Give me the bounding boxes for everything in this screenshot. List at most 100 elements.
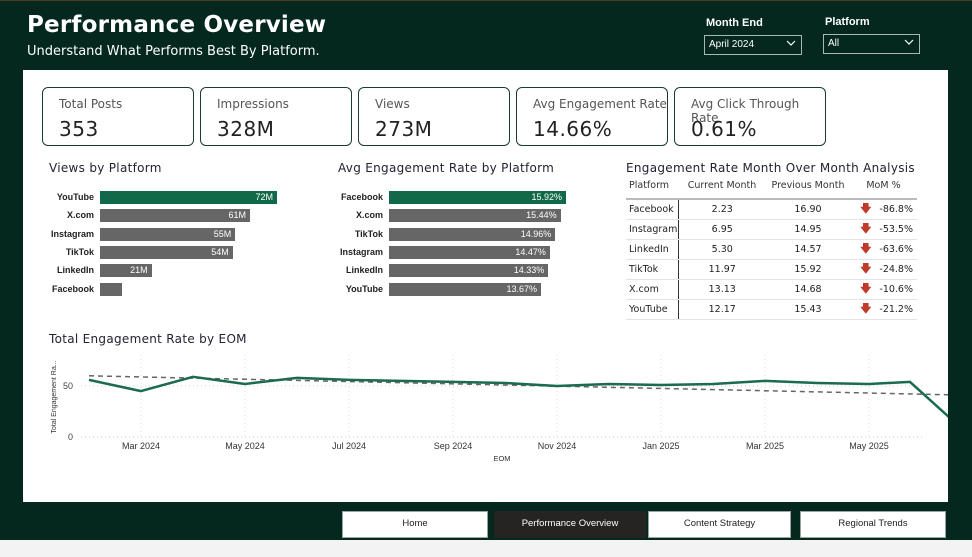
bar[interactable]: 72M: [100, 191, 277, 204]
engagement-line-chart: 0 50 Mar 2024 May 2024 Jul 2024 Sep 2024 Nov 2…: [51, 355, 948, 463]
x-tick-label: Jan 2025: [642, 441, 679, 451]
bar[interactable]: 14.47%: [389, 245, 550, 259]
bar-label: LinkedIn: [56, 265, 94, 276]
month-end-dropdown[interactable]: April 2024: [704, 35, 802, 55]
cell-platform: Facebook: [626, 199, 679, 220]
kpi-value: 353: [59, 117, 99, 141]
x-tick-label: May 2024: [225, 441, 265, 451]
bar[interactable]: [100, 282, 123, 296]
y-tick-label: 0: [68, 432, 73, 442]
y-tick-label: 50: [63, 381, 73, 391]
cell-platform: TikTok: [626, 259, 679, 280]
cell-mom: 🡇 -86.8%: [850, 199, 917, 220]
chevron-down-icon: [786, 40, 796, 46]
page-title: Performance Overview: [27, 12, 327, 38]
bar[interactable]: 14.33%: [389, 264, 549, 278]
cell-previous: 15.92: [766, 259, 850, 280]
kpi-value: 0.61%: [691, 117, 758, 141]
bar-value-label: 15.92%: [531, 192, 562, 202]
kpi-value: 328M: [217, 117, 275, 141]
bar[interactable]: 21M: [100, 264, 152, 278]
kpi-card-total-posts: Total Posts 353: [42, 87, 194, 146]
platform-label: Platform: [825, 16, 870, 28]
table-row: TikTok 11.97 15.92 🡇 -24.8%: [626, 259, 917, 280]
bar-value-label: 14.47%: [515, 246, 546, 257]
bar-label: YouTube: [345, 283, 383, 294]
bar-value-label: 55M: [213, 228, 232, 239]
bar[interactable]: 54M: [100, 245, 233, 259]
col-current-month[interactable]: Current Month: [678, 177, 766, 200]
col-platform[interactable]: Platform: [626, 177, 678, 200]
bar[interactable]: 15.92%: [389, 191, 566, 204]
bar-label: Instagram: [339, 246, 383, 257]
kpi-label: Total Posts: [59, 97, 123, 111]
bar-value-label: 61M: [228, 210, 246, 221]
bar[interactable]: 55M: [100, 227, 236, 241]
cell-previous: 16.90: [766, 199, 850, 220]
arrow-down-icon: 🡇: [860, 302, 872, 315]
cell-previous: 14.68: [766, 279, 850, 300]
cell-platform: YouTube: [626, 299, 679, 320]
cell-previous: 15.43: [766, 299, 850, 320]
bar-label: LinkedIn: [345, 265, 383, 276]
x-axis-label: EOM: [493, 454, 510, 463]
bar-value-label: 72M: [255, 192, 273, 202]
platform-dropdown[interactable]: All: [823, 34, 920, 54]
page-subtitle: Understand What Performs Best By Platfor…: [27, 44, 320, 59]
cell-previous: 14.95: [766, 219, 850, 240]
table-row: X.com 13.13 14.68 🡇 -10.6%: [626, 279, 917, 300]
mom-value: -86.8%: [879, 204, 913, 215]
bar-label: TikTok: [65, 246, 94, 257]
arrow-down-icon: 🡇: [860, 202, 872, 215]
month-end-value: April 2024: [709, 39, 755, 50]
trend-line: [88, 375, 948, 396]
kpi-value: 14.66%: [533, 117, 613, 141]
col-mom[interactable]: MoM %: [850, 177, 917, 200]
report-canvas: Total Posts 353 Impressions 328M Views 2…: [23, 70, 948, 502]
table-row: LinkedIn 5.30 14.57 🡇 -63.6%: [626, 239, 917, 260]
kpi-card-views: Views 273M: [358, 87, 510, 146]
mom-table-title: Engagement Rate Month Over Month Analysi…: [626, 161, 915, 175]
cell-mom: 🡇 -63.6%: [850, 239, 917, 260]
bar-label: YouTube: [56, 192, 94, 202]
table-row: YouTube 12.17 15.43 🡇 -21.2%: [626, 299, 917, 320]
arrow-down-icon: 🡇: [860, 282, 872, 295]
nav-tab-content-strategy[interactable]: Content Strategy: [648, 511, 791, 538]
series-line: [88, 375, 948, 418]
mom-table-header: Platform Current Month Previous Month Mo…: [626, 177, 917, 200]
cell-current: 2.23: [678, 199, 766, 220]
bar-label: Facebook: [51, 283, 94, 294]
bar[interactable]: 14.96%: [389, 227, 556, 241]
chevron-down-icon: [904, 39, 914, 45]
kpi-card-avg-engagement-rate: Avg Engagement Rate 14.66%: [516, 87, 668, 146]
nav-tab-performance-overview[interactable]: Performance Overview: [494, 511, 646, 538]
x-tick-label: Mar 2024: [122, 441, 160, 451]
kpi-value: 273M: [375, 117, 433, 141]
arrow-down-icon: 🡇: [860, 222, 872, 235]
x-tick-label: Nov 2024: [538, 441, 577, 451]
bar[interactable]: 61M: [100, 209, 250, 223]
x-tick-label: Sep 2024: [434, 441, 473, 451]
bar[interactable]: 15.44%: [389, 209, 561, 223]
cell-current: 6.95: [678, 219, 766, 240]
table-row: Instagram 6.95 14.95 🡇 -53.5%: [626, 219, 917, 240]
mom-value: -24.8%: [879, 264, 913, 275]
col-previous-month[interactable]: Previous Month: [766, 177, 850, 200]
bar-value-label: 21M: [130, 265, 148, 276]
bar[interactable]: 13.67%: [389, 282, 541, 296]
kpi-label: Impressions: [217, 97, 289, 111]
nav-tab-regional-trends[interactable]: Regional Trends: [800, 511, 946, 538]
table-row: Facebook 2.23 16.90 🡇 -86.8%: [626, 199, 917, 220]
x-tick-label: Mar 2025: [746, 441, 784, 451]
cell-mom: 🡇 -24.8%: [850, 259, 917, 280]
bar-label: Facebook: [340, 192, 383, 202]
bar-value-label: 14.96%: [520, 228, 552, 239]
kpi-label: Avg Click Through Rate: [691, 97, 800, 125]
cell-mom: 🡇 -10.6%: [850, 279, 917, 300]
cell-current: 13.13: [678, 279, 766, 300]
nav-tab-home[interactable]: Home: [342, 511, 488, 538]
kpi-card-impressions: Impressions 328M: [200, 87, 352, 146]
mom-value: -21.2%: [879, 304, 913, 315]
kpi-label: Views: [375, 97, 410, 111]
line-chart-title: Total Engagement Rate by EOM: [49, 332, 247, 346]
